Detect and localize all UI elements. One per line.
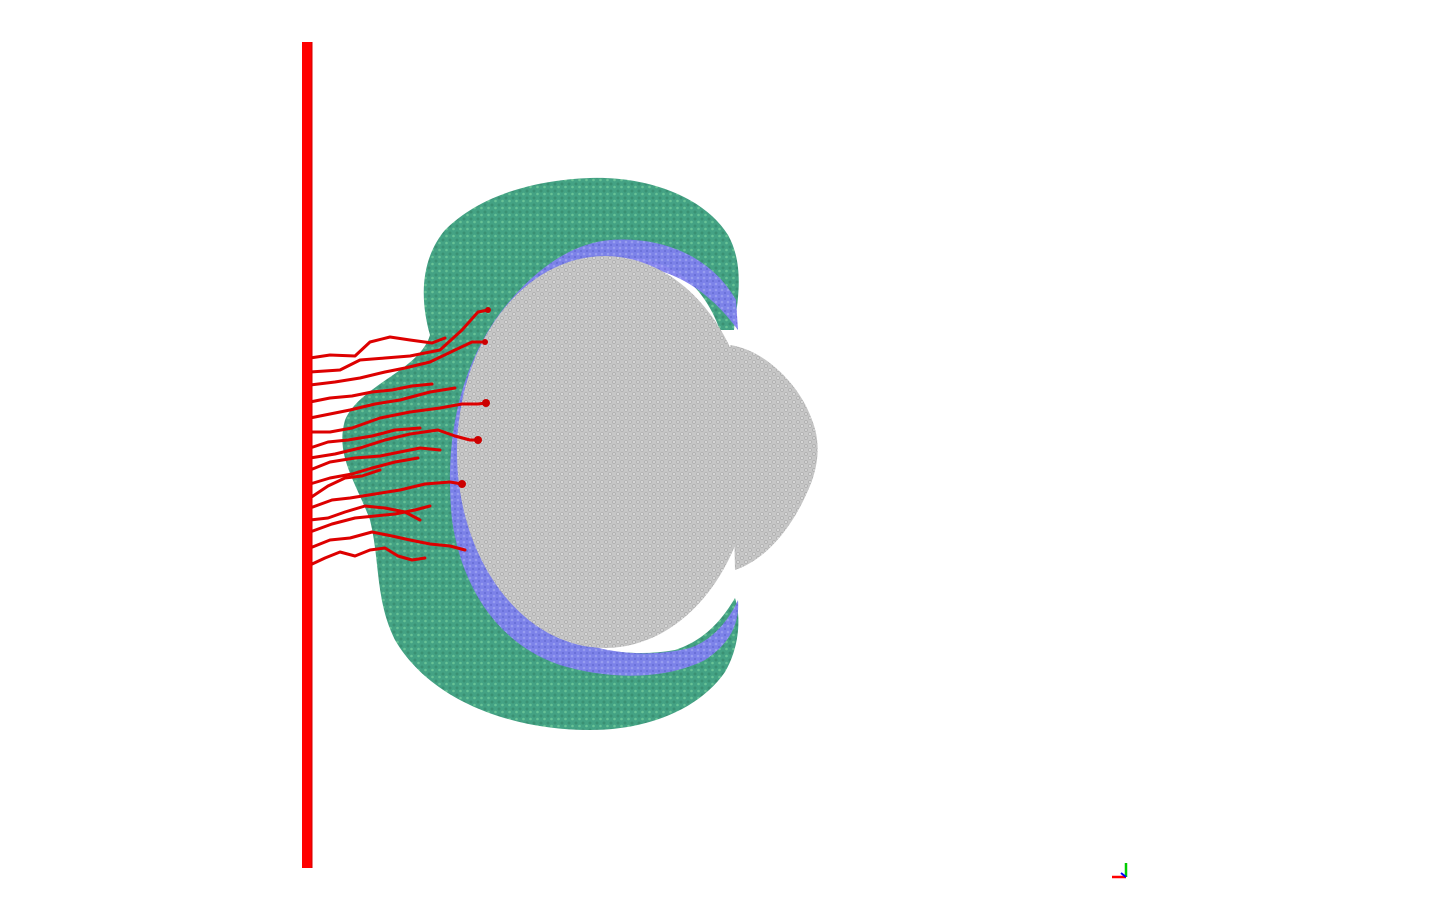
- filament: [308, 382, 434, 404]
- filament: [308, 546, 427, 567]
- filament-end-beads: [458, 307, 491, 488]
- filament: [308, 340, 487, 387]
- filament: [308, 335, 447, 360]
- filament: [308, 456, 420, 486]
- outer-particle-shell: [342, 177, 739, 731]
- axis-z-icon: [1120, 872, 1127, 878]
- filament: [308, 426, 422, 450]
- filament: [308, 401, 488, 434]
- filament: [308, 504, 432, 534]
- filament: [308, 446, 442, 472]
- boundary-wall: [302, 42, 312, 868]
- filament: [308, 468, 382, 500]
- core-sphere: [457, 256, 753, 648]
- core-particle-cluster: [457, 256, 818, 648]
- orientation-axes-triad[interactable]: [1112, 863, 1128, 879]
- filament: [308, 530, 467, 552]
- inner-particle-band: [449, 239, 739, 676]
- filament: [308, 308, 490, 374]
- filament: [308, 480, 464, 510]
- red-filaments: [308, 308, 490, 567]
- filament: [308, 428, 480, 460]
- filament: [308, 386, 457, 420]
- core-bulge: [730, 345, 818, 570]
